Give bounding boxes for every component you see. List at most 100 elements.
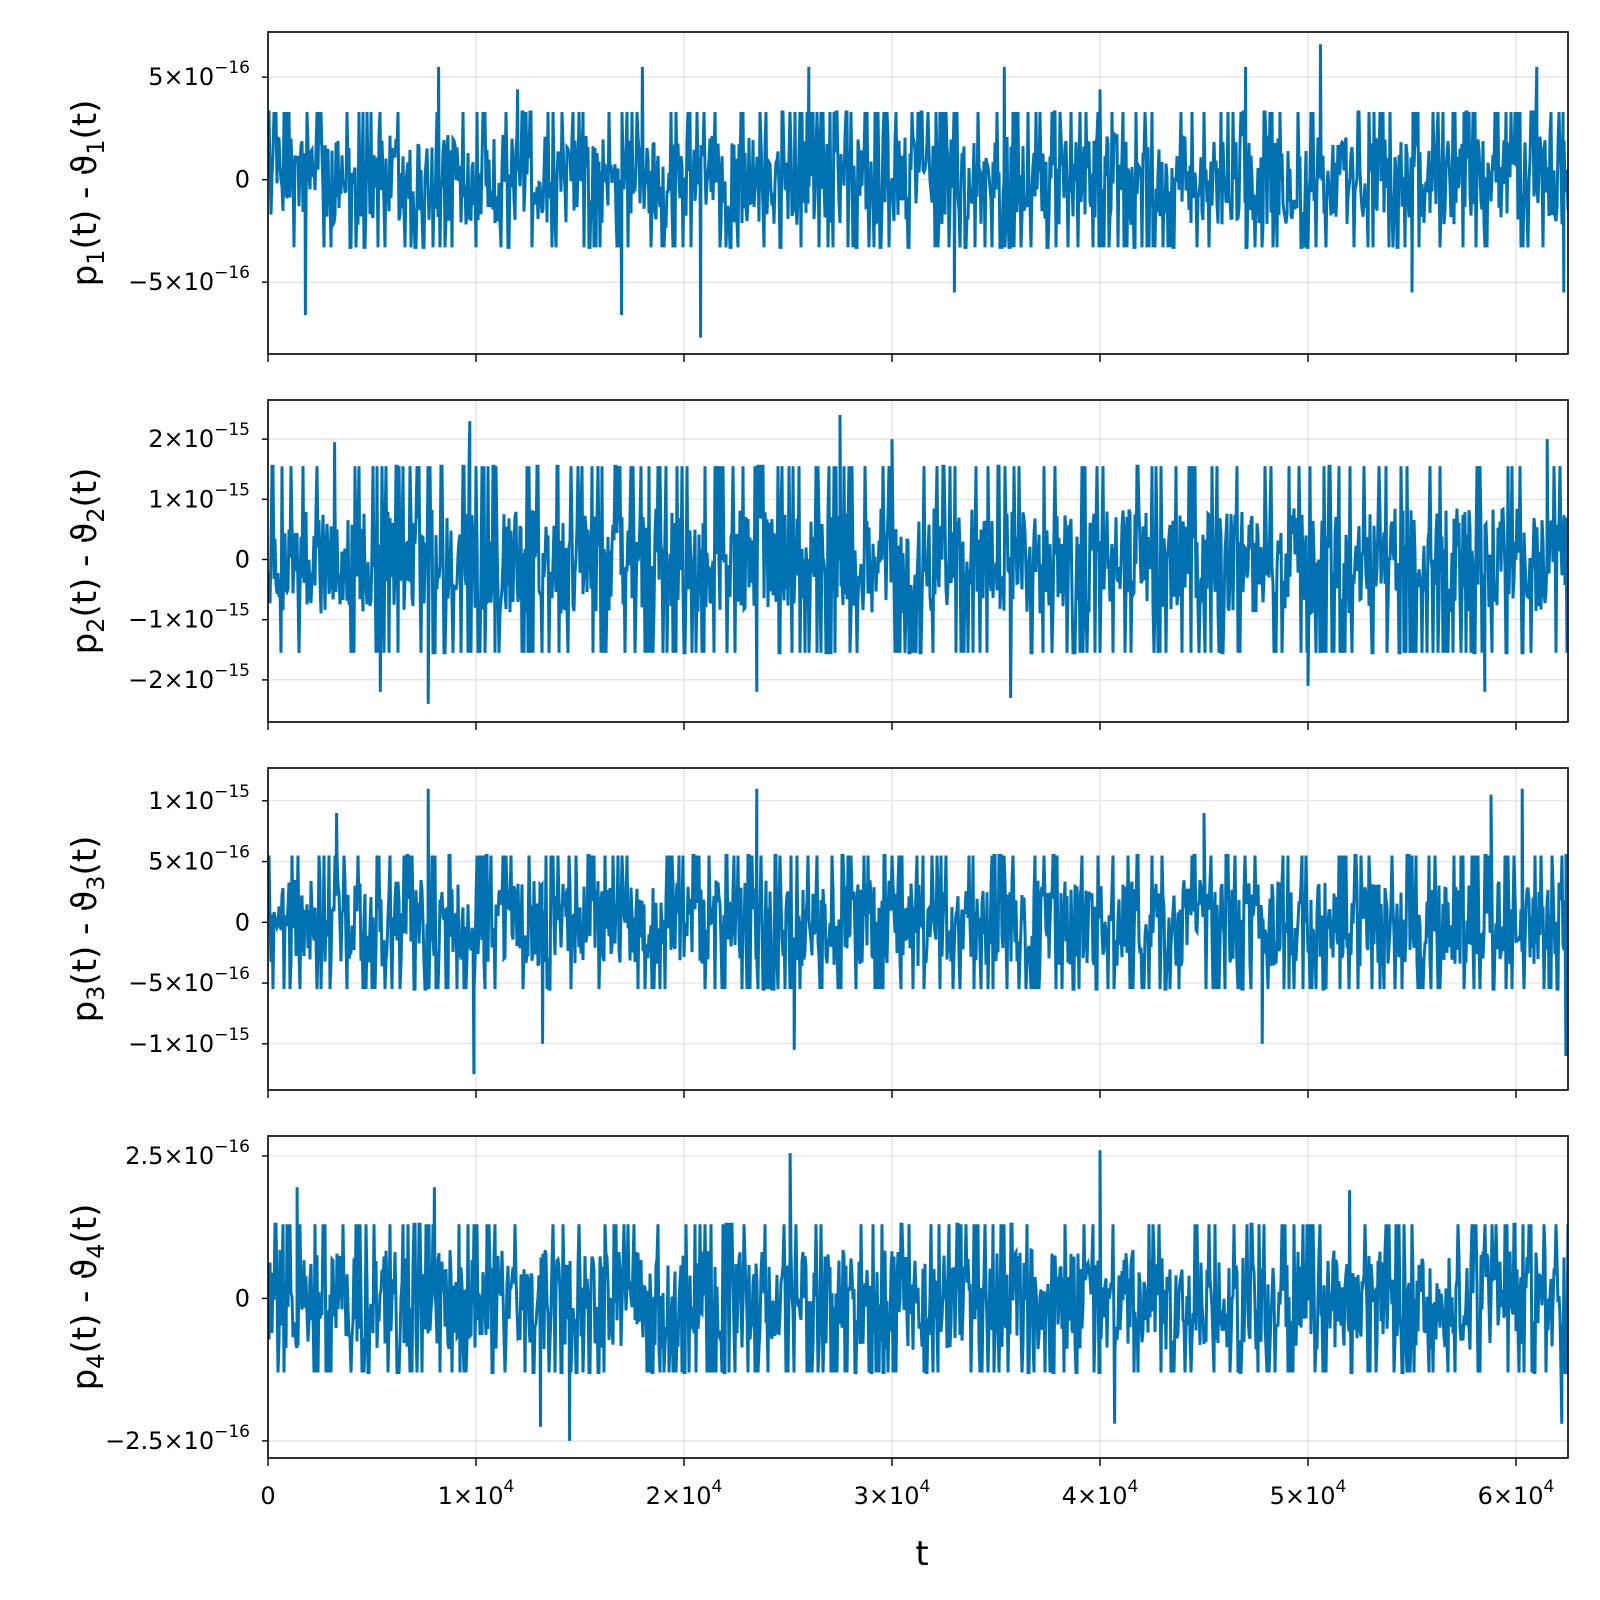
y-axis-label-end: (t) <box>65 468 105 508</box>
y-tick-label: −5×10−16 <box>128 263 250 296</box>
y-tick-mantissa: 0 <box>235 545 250 573</box>
y-axis-label: p2(t) - ϑ2(t) <box>65 468 110 655</box>
y-tick-exponent: −15 <box>214 661 250 681</box>
y-tick-exponent: −16 <box>214 263 250 283</box>
x-tick-label: 4×104 <box>1062 1477 1139 1510</box>
x-tick-mantissa: 6×10 <box>1478 1482 1544 1510</box>
y-tick-label: 1×10−15 <box>148 480 250 513</box>
y-axis-label: p4(t) - ϑ4(t) <box>65 1204 110 1391</box>
x-tick-exponent: 4 <box>504 1477 515 1497</box>
y-tick-mantissa: 1×10 <box>148 787 214 815</box>
y-tick-mantissa: 0 <box>235 166 250 194</box>
y-tick-exponent: −15 <box>214 1025 250 1045</box>
y-axis-label-end: (t) <box>65 1204 105 1244</box>
y-tick-label: 0 <box>235 166 250 194</box>
x-tick-mantissa: 4×10 <box>1062 1482 1128 1510</box>
y-tick-mantissa: 1×10 <box>148 485 214 513</box>
y-tick-mantissa: −1×10 <box>128 1030 214 1058</box>
series-line <box>268 414 1568 704</box>
x-tick-exponent: 4 <box>920 1477 931 1497</box>
y-tick-label: 2×10−15 <box>148 420 250 453</box>
series-line <box>268 1150 1568 1441</box>
y-tick-label: 0 <box>235 545 250 573</box>
y-axis-label-middle: (t) - ϑ <box>65 1259 105 1354</box>
x-tick-exponent: 4 <box>1544 1477 1555 1497</box>
y-tick-mantissa: 0 <box>235 908 250 936</box>
y-axis-label-subscript: 1 <box>82 250 110 265</box>
x-tick-label: 5×104 <box>1270 1477 1347 1510</box>
x-tick-mantissa: 3×10 <box>854 1482 920 1510</box>
y-axis-label-subscript: 3 <box>82 986 110 1001</box>
x-tick-exponent: 4 <box>1336 1477 1347 1497</box>
y-tick-exponent: −16 <box>214 843 250 863</box>
x-tick-mantissa: 5×10 <box>1270 1482 1336 1510</box>
y-tick-mantissa: 5×10 <box>148 63 214 91</box>
plot-frame <box>267 1135 1569 1459</box>
y-axis-label-middle: (t) - ϑ <box>65 155 105 250</box>
y-tick-label: −1×10−15 <box>128 1025 250 1058</box>
y-tick-mantissa: −5×10 <box>128 268 214 296</box>
x-tick-exponent: 4 <box>712 1477 723 1497</box>
y-axis-label-p: p <box>65 265 105 287</box>
y-axis-label-end: (t) <box>65 836 105 876</box>
x-axis-label: t <box>915 1534 928 1574</box>
y-tick-label: 1×10−15 <box>148 782 250 815</box>
y-tick-mantissa: 2.5×10 <box>125 1142 214 1170</box>
y-tick-exponent: −15 <box>214 782 250 802</box>
y-tick-label: −2.5×10−16 <box>105 1422 250 1455</box>
y-tick-label: −2×10−15 <box>128 661 250 694</box>
y-tick-label: −5×10−16 <box>128 964 250 997</box>
series-line <box>268 44 1568 338</box>
y-axis-label: p1(t) - ϑ1(t) <box>65 100 110 287</box>
plot-frame <box>267 767 1569 1091</box>
x-tick-label: 6×104 <box>1478 1477 1555 1510</box>
y-tick-label: 2.5×10−16 <box>125 1137 250 1170</box>
x-tick-label: 3×104 <box>854 1477 931 1510</box>
y-tick-mantissa: −1×10 <box>128 606 214 634</box>
y-axis-label-subscript: 4 <box>82 1354 110 1369</box>
y-tick-mantissa: 5×10 <box>148 848 214 876</box>
x-tick-mantissa: 1×10 <box>438 1482 504 1510</box>
x-tick-exponent: 4 <box>1128 1477 1139 1497</box>
y-tick-exponent: −16 <box>214 58 250 78</box>
plot-frame <box>267 31 1569 355</box>
y-tick-exponent: −16 <box>214 964 250 984</box>
y-tick-label: −1×10−15 <box>128 601 250 634</box>
y-tick-exponent: −16 <box>214 1137 250 1157</box>
y-axis-label-subscript: 1 <box>82 139 110 154</box>
y-tick-mantissa: −2.5×10 <box>105 1427 214 1455</box>
y-tick-mantissa: −2×10 <box>128 666 214 694</box>
y-tick-exponent: −15 <box>214 601 250 621</box>
y-tick-label: 5×10−16 <box>148 843 250 876</box>
y-axis-label-p: p <box>65 1369 105 1391</box>
y-tick-label: 0 <box>235 908 250 936</box>
x-tick-label: 0 <box>260 1482 275 1510</box>
y-tick-label: 5×10−16 <box>148 58 250 91</box>
y-axis-label-p: p <box>65 1001 105 1023</box>
y-tick-exponent: −16 <box>214 1422 250 1442</box>
y-tick-exponent: −15 <box>214 420 250 440</box>
y-axis-label-middle: (t) - ϑ <box>65 523 105 618</box>
x-tick-label: 2×104 <box>646 1477 723 1510</box>
y-tick-label: 0 <box>235 1284 250 1312</box>
y-axis-label-subscript: 4 <box>82 1243 110 1258</box>
x-tick-mantissa: 2×10 <box>646 1482 712 1510</box>
y-axis-label: p3(t) - ϑ3(t) <box>65 836 110 1023</box>
y-axis-label-p: p <box>65 633 105 655</box>
y-axis-label-subscript: 3 <box>82 875 110 890</box>
y-tick-mantissa: −5×10 <box>128 969 214 997</box>
y-tick-mantissa: 2×10 <box>148 425 214 453</box>
y-tick-exponent: −15 <box>214 480 250 500</box>
y-axis-label-end: (t) <box>65 100 105 140</box>
plot-frame <box>267 399 1569 723</box>
y-axis-label-subscript: 2 <box>82 507 110 522</box>
series-line <box>268 788 1568 1075</box>
y-axis-label-middle: (t) - ϑ <box>65 891 105 986</box>
x-tick-mantissa: 0 <box>260 1482 275 1510</box>
